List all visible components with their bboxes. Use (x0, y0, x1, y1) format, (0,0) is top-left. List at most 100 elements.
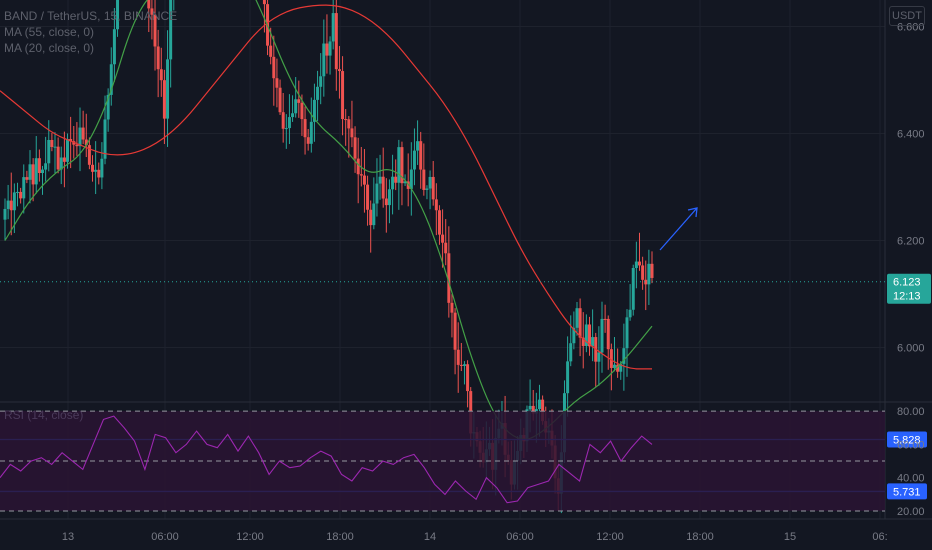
candle (425, 185, 429, 200)
candle-body (28, 164, 32, 180)
candle-body (387, 189, 391, 206)
candle (94, 141, 98, 195)
candle-body (312, 99, 316, 122)
candle (59, 146, 63, 185)
candle-body (19, 191, 23, 199)
candle (369, 200, 373, 253)
candle-body (403, 181, 407, 184)
candle-body (616, 364, 620, 372)
ma55-legend[interactable]: MA (55, close, 0) (4, 25, 95, 39)
candle-body (366, 184, 370, 210)
candle (353, 126, 357, 173)
candle (50, 132, 54, 152)
rsi-tick-label: 80.00 (897, 406, 925, 418)
candle-body (369, 209, 373, 226)
candle (637, 232, 641, 271)
candle-body (87, 145, 91, 165)
candle (291, 95, 295, 122)
candle (16, 182, 20, 207)
current-price-value: 6.123 (893, 277, 921, 289)
candle (150, 0, 154, 40)
arrow-head (687, 207, 698, 218)
currency-badge[interactable]: USDT (889, 6, 925, 26)
candle-body (434, 199, 438, 211)
candle-body (453, 312, 457, 350)
candle-body (91, 164, 95, 172)
candle (91, 155, 95, 182)
candle-body (419, 141, 423, 170)
candle-body (309, 121, 313, 144)
candle (106, 88, 110, 132)
candle-body (116, 0, 120, 30)
rsi-pane: 80.00 60.00 40.00 20.00 (0, 406, 925, 518)
candle-body (41, 169, 45, 173)
candle-body (619, 363, 623, 372)
candle-body (372, 203, 376, 226)
candle (606, 315, 610, 370)
candle (584, 314, 588, 353)
candle (116, 0, 120, 37)
rsi-tick-label: 60.00 (897, 439, 925, 451)
candle-body (103, 119, 107, 159)
candle (100, 142, 104, 190)
candle-body (16, 191, 20, 193)
candle (9, 172, 13, 236)
candle (341, 56, 345, 136)
candle-body (600, 318, 604, 353)
time-tick-label: 14 (424, 531, 436, 543)
candle (109, 47, 113, 106)
candle-body (47, 139, 51, 164)
candle-body (537, 399, 541, 410)
candle-body (300, 102, 304, 120)
candle (337, 46, 341, 99)
candle-body (297, 99, 301, 103)
candle-body (53, 146, 57, 148)
level-label: 5.731 (893, 486, 921, 498)
candle-body (269, 45, 273, 57)
candle-body (328, 41, 332, 56)
candle-body (272, 56, 276, 79)
candle-body (94, 169, 98, 172)
candle-body (634, 261, 638, 268)
rsi-tick-label: 20.00 (897, 506, 925, 518)
candle-body (275, 78, 279, 88)
candle (406, 153, 410, 207)
candle-body (284, 128, 288, 130)
candle (644, 260, 648, 311)
candle (294, 77, 298, 118)
candle-body (612, 364, 616, 368)
candle (566, 336, 570, 417)
candle-body (456, 349, 460, 365)
candle-body (306, 137, 310, 144)
candle-body (409, 169, 413, 189)
candle (322, 19, 326, 97)
candle-body (628, 309, 632, 318)
candle-body (34, 158, 38, 185)
ma20-legend[interactable]: MA (20, close, 0) (4, 41, 95, 55)
candle-body (56, 146, 60, 170)
candle-body (400, 147, 404, 184)
symbol-title[interactable]: BAND / TetherUS, 15, BINANCE (4, 9, 178, 23)
candle-body (25, 177, 29, 180)
time-tick-label: 15 (784, 531, 796, 543)
candle-body (106, 94, 110, 120)
candle-body (281, 112, 285, 129)
candle-body (641, 265, 645, 280)
candle (272, 35, 276, 106)
candle (316, 70, 320, 122)
candle (169, 0, 173, 88)
candle-body (466, 364, 470, 392)
current-price-badge (887, 273, 931, 304)
level-label: 5.828 (893, 435, 921, 447)
candle (437, 205, 441, 245)
candle-body (75, 144, 79, 147)
candle-body (625, 317, 629, 349)
candle (166, 30, 170, 147)
candle (447, 226, 451, 318)
rsi-legend[interactable]: RSI (14, close) (4, 408, 84, 422)
level-badge (887, 431, 927, 448)
candle (622, 323, 626, 391)
candle-body (3, 208, 7, 220)
